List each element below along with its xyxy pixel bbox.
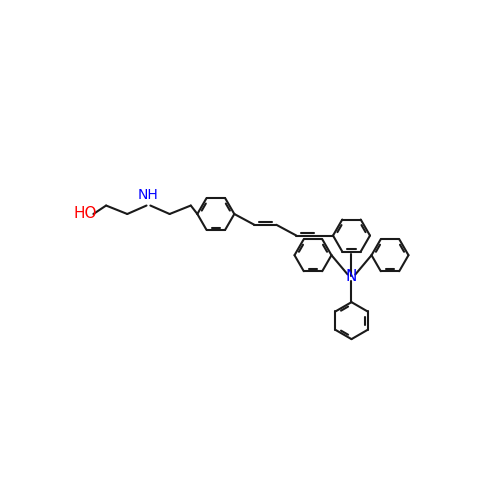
Text: N: N bbox=[346, 269, 357, 284]
Text: NH: NH bbox=[138, 188, 159, 202]
Text: HO: HO bbox=[73, 206, 96, 222]
